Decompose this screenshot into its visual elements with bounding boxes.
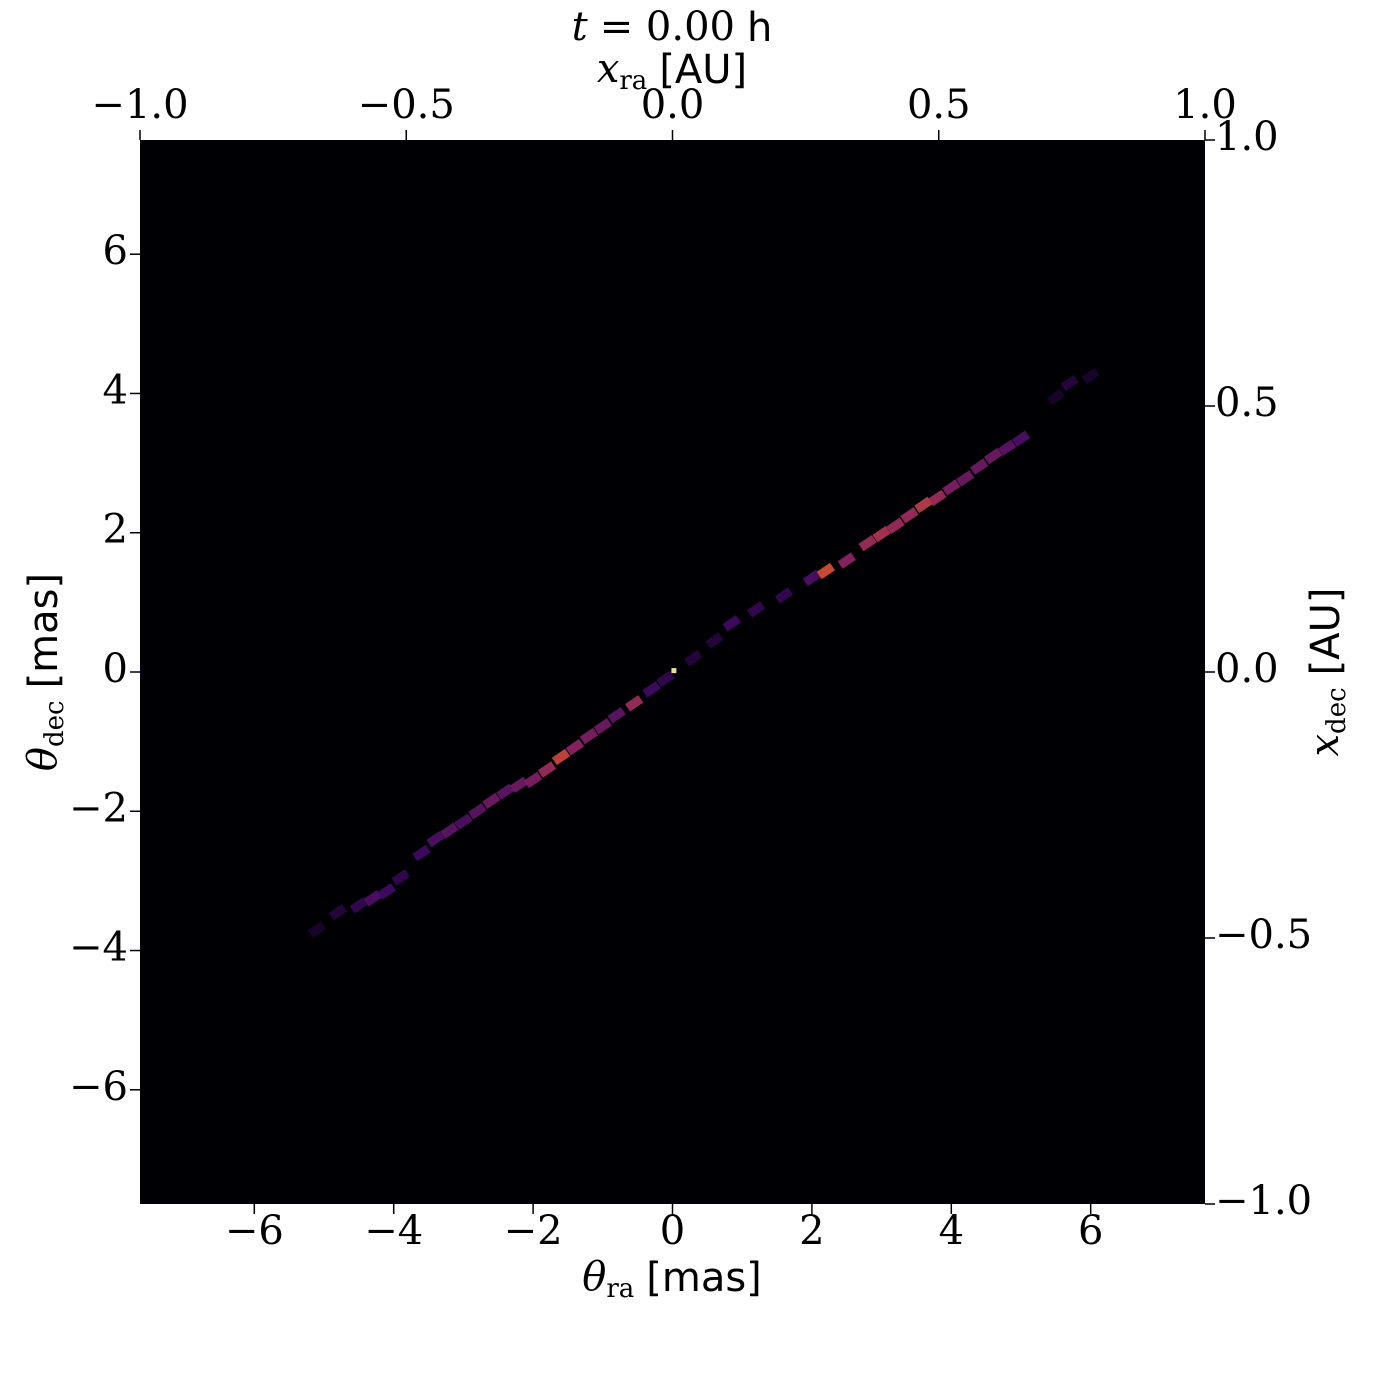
heat-cell xyxy=(377,883,396,900)
label-unit: [mas] xyxy=(21,573,67,689)
x-tick-label: 2 xyxy=(799,1208,824,1254)
heat-cell xyxy=(837,552,856,569)
label-unit: [mas] xyxy=(646,1255,762,1301)
heat-cell xyxy=(349,897,369,914)
heat-cell xyxy=(858,534,877,552)
heat-cell xyxy=(391,869,410,886)
y2-tick-label: 1.0 xyxy=(1215,114,1279,160)
label-unit: [AU] xyxy=(659,47,747,93)
x2-tick-label: −0.5 xyxy=(358,82,455,128)
label-symbol: x xyxy=(597,46,620,92)
heat-cell xyxy=(997,439,1017,456)
heat-cell xyxy=(656,670,675,688)
heat-cell xyxy=(579,727,599,745)
heat-cell xyxy=(426,830,445,848)
label-relation: = 0.00 xyxy=(600,4,735,50)
heat-cell xyxy=(496,783,515,800)
x2-tick-label: −1.0 xyxy=(91,82,188,128)
heat-cell xyxy=(482,792,501,810)
x-tick-label: −4 xyxy=(364,1208,423,1254)
x2-tick-label: 0.5 xyxy=(907,82,971,128)
x-axis-label: θra [mas] xyxy=(582,1254,762,1304)
label-subscript: ra xyxy=(619,66,647,96)
heat-cell xyxy=(956,470,975,487)
x2-axis-label: xra [AU] xyxy=(597,46,747,96)
heat-cell xyxy=(746,601,766,618)
heat-cell xyxy=(565,738,585,756)
heat-cell xyxy=(307,921,327,938)
y-tick-label: −6 xyxy=(69,1064,128,1110)
y2-axis-label: xdec [AU] xyxy=(1302,587,1352,756)
x-tick-label: −6 xyxy=(225,1208,284,1254)
label-symbol: θ xyxy=(582,1254,606,1300)
x-tick-label: 6 xyxy=(1078,1208,1103,1254)
y-tick-label: 4 xyxy=(103,367,128,413)
heat-cell xyxy=(816,562,835,580)
heat-cell xyxy=(551,748,571,766)
heat-cell xyxy=(671,668,677,674)
y2-tick-label: −1.0 xyxy=(1215,1178,1312,1224)
x2-tick-label: 1.0 xyxy=(1173,82,1237,128)
heat-cell xyxy=(684,649,703,667)
x2-tick-label: 0.0 xyxy=(641,82,705,128)
y2-tick-label: 0.0 xyxy=(1215,646,1279,692)
heat-cell xyxy=(928,489,947,507)
heat-cell xyxy=(802,569,822,587)
y-axis-label: θdec [mas] xyxy=(20,573,70,771)
heat-cell xyxy=(872,525,891,543)
heat-cell xyxy=(970,458,989,475)
y-tick-label: −2 xyxy=(69,785,128,831)
heat-cell xyxy=(722,615,741,632)
heat-cell xyxy=(328,904,348,921)
heat-cell xyxy=(454,813,473,830)
label-symbol: t xyxy=(572,4,589,50)
heat-cell xyxy=(983,447,1003,465)
y-tick-label: 6 xyxy=(103,228,128,274)
y-tick-label: 0 xyxy=(103,646,128,692)
heat-cell xyxy=(774,587,794,604)
label-unit: [AU] xyxy=(1303,587,1349,675)
heat-cell xyxy=(1011,430,1031,447)
y-tick-label: −4 xyxy=(69,925,128,971)
heat-cell xyxy=(523,771,543,789)
chart-title: t = 0.00 h xyxy=(572,4,773,51)
heat-cell xyxy=(642,681,661,698)
heat-cell xyxy=(607,706,626,724)
x-tick-label: 4 xyxy=(939,1208,964,1254)
y2-tick-label: 0.5 xyxy=(1215,380,1279,426)
heat-cell xyxy=(625,695,644,712)
heat-cell xyxy=(468,803,487,820)
heat-cell xyxy=(886,517,905,534)
label-subscript: dec xyxy=(1322,687,1352,734)
heat-cell xyxy=(705,632,724,649)
heat-cell xyxy=(537,761,557,778)
heat-cell xyxy=(942,479,961,496)
heat-cell xyxy=(593,718,612,735)
heat-cell xyxy=(1060,374,1079,392)
label-symbol: θ xyxy=(20,747,66,771)
heat-cell xyxy=(914,496,933,514)
heat-cell xyxy=(1046,388,1065,406)
heat-cell xyxy=(412,844,431,862)
heat-cell xyxy=(510,776,529,794)
x-tick-label: 0 xyxy=(660,1208,685,1254)
y-tick-label: 2 xyxy=(103,507,128,553)
heat-cell xyxy=(1081,367,1100,385)
heat-cell xyxy=(900,507,919,524)
y2-tick-label: −0.5 xyxy=(1215,912,1312,958)
x-tick-label: −2 xyxy=(504,1208,563,1254)
label-unit: h xyxy=(747,5,772,51)
label-subscript: ra xyxy=(606,1274,634,1304)
label-subscript: dec xyxy=(40,700,70,747)
heat-cell xyxy=(440,822,459,839)
heat-cell xyxy=(363,890,382,907)
label-symbol: x xyxy=(1302,734,1348,757)
